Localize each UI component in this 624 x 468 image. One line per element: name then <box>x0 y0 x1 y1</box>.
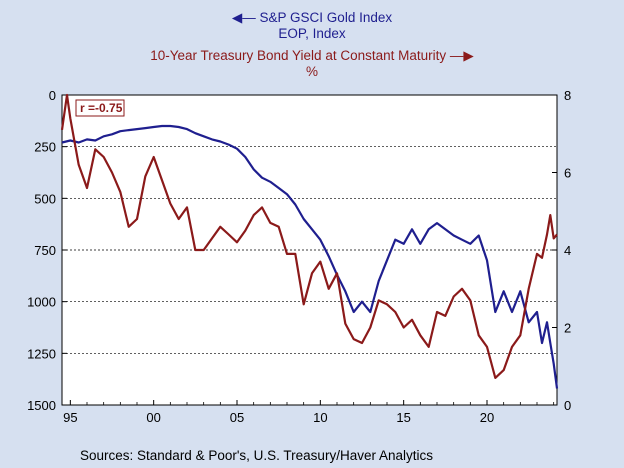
x-tick-label: 20 <box>480 410 494 425</box>
y-left-tick-label: 1000 <box>27 295 56 310</box>
y-right-tick-label: 4 <box>564 243 571 258</box>
treasury-yield-line <box>60 93 558 379</box>
y-left-tick-label: 750 <box>34 243 56 258</box>
legend-yield-unit: % <box>305 64 318 79</box>
y-right-tick-label: 2 <box>564 321 571 336</box>
legend-gold-line: ◀— S&P GSCI Gold Index <box>0 10 624 26</box>
y-right-tick-label: 0 <box>564 398 571 413</box>
y-left-tick-label: 250 <box>34 140 56 155</box>
correlation-label: r =-0.75 <box>80 101 123 115</box>
legend-gold-unit: EOP, Index <box>278 26 346 41</box>
source-note: Sources: Standard & Poor's, U.S. Treasur… <box>80 448 433 463</box>
legend-yield-line: 10-Year Treasury Bond Yield at Constant … <box>0 48 624 64</box>
x-tick-label: 15 <box>396 410 410 425</box>
x-tick-label: 95 <box>63 410 77 425</box>
correlation-box <box>75 99 125 117</box>
legend-gold-name: S&P GSCI Gold Index <box>259 10 393 25</box>
gold-index-line <box>61 124 559 389</box>
y-right-tick-label: 8 <box>564 88 571 103</box>
x-tick-label: 00 <box>146 410 160 425</box>
x-tick-label: 10 <box>313 410 327 425</box>
y-left-tick-label: 0 <box>49 88 56 103</box>
left-arrow-icon: ◀— <box>231 10 256 25</box>
y-left-tick-label: 1250 <box>27 346 56 361</box>
right-arrow-icon: —▶ <box>449 48 474 63</box>
y-left-tick-label: 1500 <box>27 398 56 413</box>
y-left-tick-label: 500 <box>34 191 56 206</box>
legend-yield-name: 10-Year Treasury Bond Yield at Constant … <box>150 48 447 63</box>
x-tick-label: 05 <box>230 410 244 425</box>
y-right-tick-label: 6 <box>564 166 571 181</box>
